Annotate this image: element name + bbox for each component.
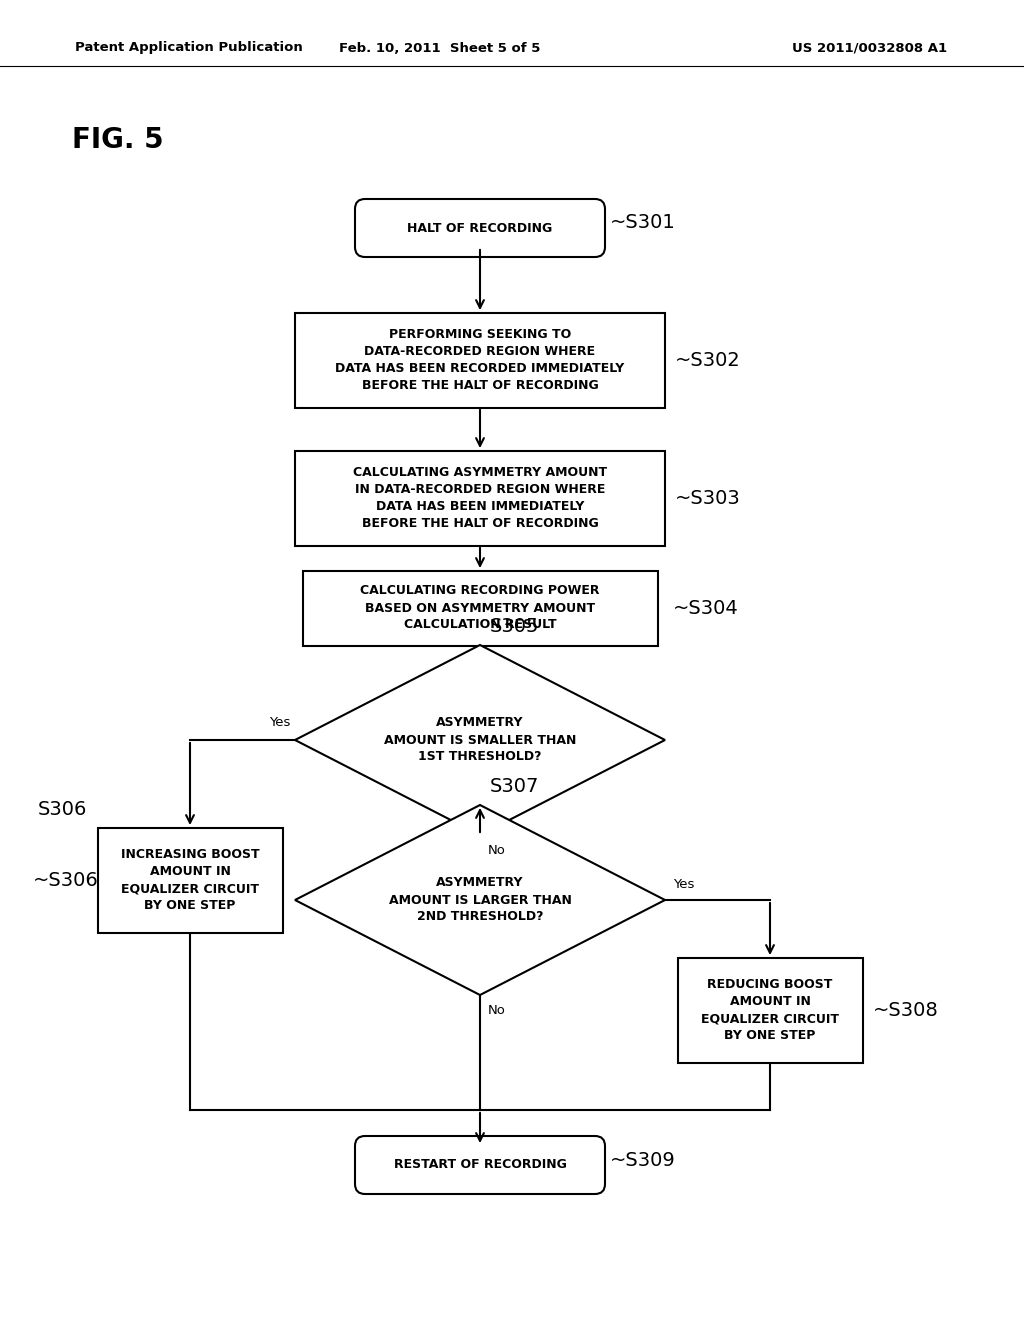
Text: ~S303: ~S303 — [675, 488, 740, 507]
Text: CALCULATING ASYMMETRY AMOUNT
IN DATA-RECORDED REGION WHERE
DATA HAS BEEN IMMEDIA: CALCULATING ASYMMETRY AMOUNT IN DATA-REC… — [353, 466, 607, 531]
Text: ~S309: ~S309 — [610, 1151, 676, 1170]
Text: ~S301: ~S301 — [610, 214, 676, 232]
Text: S306: S306 — [38, 800, 87, 818]
Text: PERFORMING SEEKING TO
DATA-RECORDED REGION WHERE
DATA HAS BEEN RECORDED IMMEDIAT: PERFORMING SEEKING TO DATA-RECORDED REGI… — [336, 327, 625, 392]
FancyBboxPatch shape — [355, 1137, 605, 1195]
Bar — [97, 828, 283, 932]
Bar — [302, 570, 657, 645]
Bar — [678, 957, 862, 1063]
FancyBboxPatch shape — [355, 199, 605, 257]
Text: ~S306: ~S306 — [33, 870, 98, 890]
Text: Feb. 10, 2011  Sheet 5 of 5: Feb. 10, 2011 Sheet 5 of 5 — [339, 41, 541, 54]
Text: ASYMMETRY
AMOUNT IS SMALLER THAN
1ST THRESHOLD?: ASYMMETRY AMOUNT IS SMALLER THAN 1ST THR… — [384, 717, 577, 763]
Text: HALT OF RECORDING: HALT OF RECORDING — [408, 222, 553, 235]
Polygon shape — [295, 645, 665, 836]
Text: ~S308: ~S308 — [872, 1001, 938, 1019]
Text: REDUCING BOOST
AMOUNT IN
EQUALIZER CIRCUIT
BY ONE STEP: REDUCING BOOST AMOUNT IN EQUALIZER CIRCU… — [701, 978, 839, 1041]
Text: Yes: Yes — [268, 715, 290, 729]
Text: INCREASING BOOST
AMOUNT IN
EQUALIZER CIRCUIT
BY ONE STEP: INCREASING BOOST AMOUNT IN EQUALIZER CIR… — [121, 847, 259, 912]
Text: No: No — [488, 1003, 506, 1016]
Text: Patent Application Publication: Patent Application Publication — [75, 41, 303, 54]
Polygon shape — [295, 805, 665, 995]
Text: ~S302: ~S302 — [675, 351, 740, 370]
Text: S307: S307 — [490, 777, 540, 796]
Bar — [295, 313, 665, 408]
Text: Yes: Yes — [673, 879, 694, 891]
Bar — [295, 450, 665, 545]
Text: No: No — [488, 843, 506, 857]
Text: ASYMMETRY
AMOUNT IS LARGER THAN
2ND THRESHOLD?: ASYMMETRY AMOUNT IS LARGER THAN 2ND THRE… — [388, 876, 571, 924]
Text: FIG. 5: FIG. 5 — [72, 125, 164, 154]
Text: ~S304: ~S304 — [673, 598, 738, 618]
Text: CALCULATING RECORDING POWER
BASED ON ASYMMETRY AMOUNT
CALCULATION RESULT: CALCULATING RECORDING POWER BASED ON ASY… — [360, 585, 600, 631]
Text: RESTART OF RECORDING: RESTART OF RECORDING — [393, 1159, 566, 1172]
Text: US 2011/0032808 A1: US 2011/0032808 A1 — [793, 41, 947, 54]
Text: S305: S305 — [490, 618, 540, 636]
